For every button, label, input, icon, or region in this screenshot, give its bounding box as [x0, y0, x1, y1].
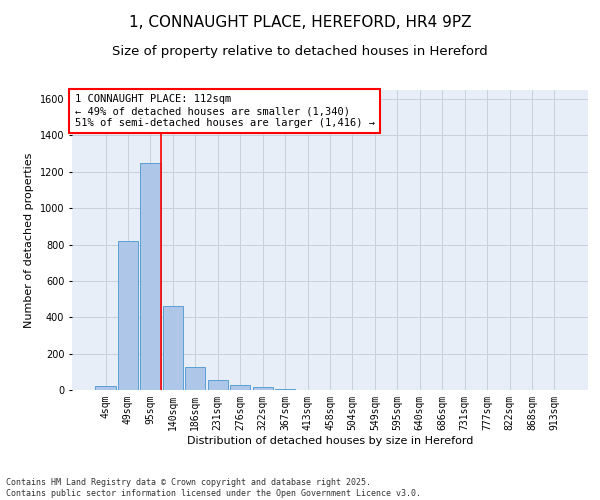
Text: Size of property relative to detached houses in Hereford: Size of property relative to detached ho… — [112, 45, 488, 58]
Bar — [95, 386, 116, 390]
Text: Contains HM Land Registry data © Crown copyright and database right 2025.
Contai: Contains HM Land Registry data © Crown c… — [6, 478, 421, 498]
Bar — [140, 162, 161, 390]
Bar — [185, 368, 205, 390]
Text: 1, CONNAUGHT PLACE, HEREFORD, HR4 9PZ: 1, CONNAUGHT PLACE, HEREFORD, HR4 9PZ — [129, 15, 471, 30]
Bar — [208, 380, 228, 390]
Y-axis label: Number of detached properties: Number of detached properties — [24, 152, 34, 328]
Bar — [253, 388, 273, 390]
Text: 1 CONNAUGHT PLACE: 112sqm
← 49% of detached houses are smaller (1,340)
51% of se: 1 CONNAUGHT PLACE: 112sqm ← 49% of detac… — [74, 94, 374, 128]
X-axis label: Distribution of detached houses by size in Hereford: Distribution of detached houses by size … — [187, 436, 473, 446]
Bar — [275, 388, 295, 390]
Bar — [163, 306, 183, 390]
Bar — [230, 386, 250, 390]
Bar — [118, 241, 138, 390]
